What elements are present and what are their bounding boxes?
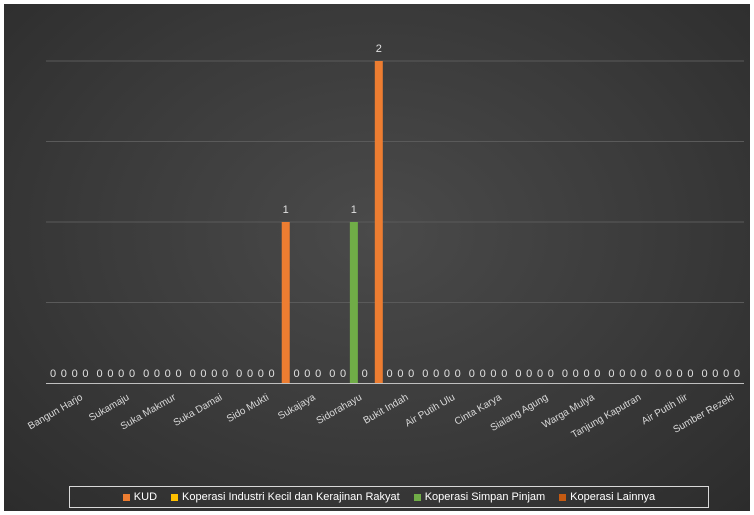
- data-label-14-2: 0: [723, 368, 729, 380]
- data-label-7-2: 0: [397, 368, 403, 380]
- legend-swatch-1: [171, 493, 179, 501]
- data-label-1-0: 0: [97, 368, 103, 380]
- data-label-4-1: 0: [247, 368, 253, 380]
- data-label-2-0: 0: [143, 368, 149, 380]
- legend-item-0: KUD: [122, 491, 158, 503]
- data-label-12-0: 0: [608, 368, 614, 380]
- legend-item-1: Koperasi Industri Kecil dan Kerajinan Ra…: [171, 491, 400, 503]
- data-label-0-3: 0: [82, 368, 88, 380]
- data-label-10-2: 0: [537, 368, 543, 380]
- bar-6-2: [349, 222, 358, 383]
- data-label-7-0: 2: [376, 43, 382, 55]
- data-label-13-1: 0: [666, 368, 672, 380]
- legend-swatch-0: [122, 493, 130, 501]
- x-tick-label-0: Bangun Harjo: [26, 392, 85, 432]
- legend-label-2: Koperasi Simpan Pinjam: [424, 491, 546, 503]
- bar-5-0: [281, 222, 290, 383]
- data-label-5-3: 0: [315, 368, 321, 380]
- data-label-14-0: 0: [701, 368, 707, 380]
- data-label-12-3: 0: [641, 368, 647, 380]
- legend-swatch-2: [413, 493, 421, 501]
- data-label-3-0: 0: [190, 368, 196, 380]
- legend-swatch-3: [559, 493, 567, 501]
- legend-item-3: Koperasi Lainnya: [559, 491, 655, 503]
- legend-label-3: Koperasi Lainnya: [570, 491, 656, 503]
- x-tick-label-6: Sidorahayu: [315, 392, 364, 427]
- x-tick-label-8: Air Putih Ulu: [403, 392, 457, 429]
- x-tick-label-4: Sido Mukti: [225, 392, 271, 425]
- data-label-4-2: 0: [258, 368, 264, 380]
- data-label-12-1: 0: [619, 368, 625, 380]
- data-label-13-0: 0: [655, 368, 661, 380]
- data-label-1-1: 0: [107, 368, 113, 380]
- data-label-8-0: 0: [422, 368, 428, 380]
- data-label-9-0: 0: [469, 368, 475, 380]
- data-label-4-3: 0: [269, 368, 275, 380]
- data-label-9-3: 0: [501, 368, 507, 380]
- data-label-0-0: 0: [50, 368, 56, 380]
- data-label-6-1: 0: [340, 368, 346, 380]
- data-label-14-1: 0: [712, 368, 718, 380]
- data-label-13-3: 0: [687, 368, 693, 380]
- data-label-1-3: 0: [129, 368, 135, 380]
- data-label-5-0: 1: [283, 204, 289, 216]
- data-label-0-1: 0: [61, 368, 67, 380]
- data-label-13-2: 0: [677, 368, 683, 380]
- legend-label-1: Koperasi Industri Kecil dan Kerajinan Ra…: [182, 491, 400, 503]
- legend-label-0: KUD: [133, 491, 158, 503]
- data-label-2-2: 0: [165, 368, 171, 380]
- data-label-6-2: 1: [351, 204, 357, 216]
- data-label-4-0: 0: [236, 368, 242, 380]
- data-label-6-0: 0: [329, 368, 335, 380]
- bar-7-0: [374, 61, 383, 383]
- data-label-2-3: 0: [175, 368, 181, 380]
- data-label-11-2: 0: [583, 368, 589, 380]
- x-tick-label-5: Sukajaya: [276, 392, 318, 422]
- data-label-3-1: 0: [200, 368, 206, 380]
- legend-item-2: Koperasi Simpan Pinjam: [413, 491, 546, 503]
- data-label-14-3: 0: [734, 368, 740, 380]
- data-label-3-3: 0: [222, 368, 228, 380]
- x-tick-label-3: Suka Damai: [172, 392, 225, 429]
- data-label-8-2: 0: [444, 368, 450, 380]
- data-label-6-3: 0: [362, 368, 368, 380]
- data-label-11-0: 0: [562, 368, 568, 380]
- data-label-3-2: 0: [211, 368, 217, 380]
- data-label-2-1: 0: [154, 368, 160, 380]
- data-label-1-2: 0: [118, 368, 124, 380]
- data-label-9-2: 0: [490, 368, 496, 380]
- data-label-11-1: 0: [573, 368, 579, 380]
- data-label-7-1: 0: [387, 368, 393, 380]
- data-label-10-1: 0: [526, 368, 532, 380]
- data-label-5-2: 0: [304, 368, 310, 380]
- data-label-10-0: 0: [515, 368, 521, 380]
- data-label-8-3: 0: [455, 368, 461, 380]
- data-label-11-3: 0: [594, 368, 600, 380]
- data-label-5-1: 0: [293, 368, 299, 380]
- data-label-12-2: 0: [630, 368, 636, 380]
- legend: KUD Koperasi Industri Kecil dan Kerajinan…: [69, 486, 709, 508]
- data-label-7-3: 0: [408, 368, 414, 380]
- data-label-10-3: 0: [548, 368, 554, 380]
- data-label-9-1: 0: [480, 368, 486, 380]
- data-label-8-1: 0: [433, 368, 439, 380]
- data-label-0-2: 0: [72, 368, 78, 380]
